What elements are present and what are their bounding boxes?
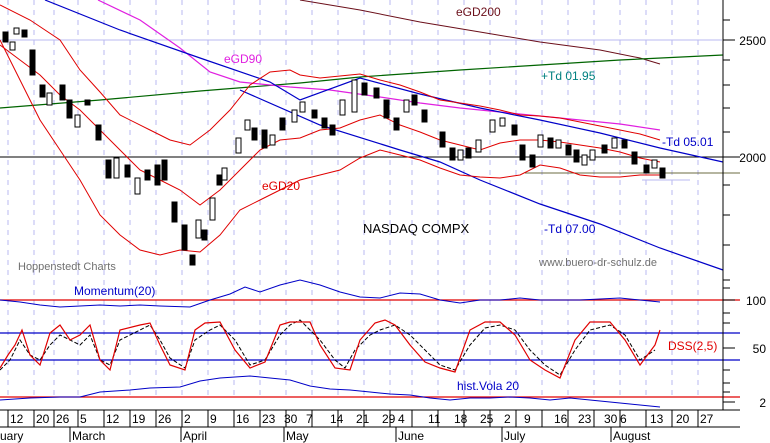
dss-label: DSS(2,5) [668, 339, 718, 353]
date-label: 2 [504, 412, 511, 426]
date-label: 7 [306, 412, 313, 426]
date-label: 26 [56, 412, 70, 426]
date-label: 29 [382, 412, 396, 426]
date-label: 9 [210, 412, 217, 426]
trendline-05-01 [44, 0, 724, 163]
trendline-up-label: +Td 01.95 [541, 69, 596, 83]
date-label: 23 [262, 412, 276, 426]
date-label: 20 [36, 412, 50, 426]
chart-title: NASDAQ COMPX [363, 221, 470, 236]
date-label: 20 [676, 412, 690, 426]
egd20-lower [0, 39, 660, 256]
egd90-label: eGD90 [224, 52, 263, 66]
egd20-upper [0, 4, 661, 146]
month-label: March [72, 429, 106, 443]
month-label: April [183, 429, 208, 443]
month-label: August [613, 429, 651, 443]
trendline-05-label: -Td 05.01 [662, 135, 714, 149]
y-label-2500: 2500 [739, 34, 766, 48]
month-label: July [504, 429, 526, 443]
date-label: 30 [284, 412, 298, 426]
date-label: 21 [356, 412, 370, 426]
date-label: 9 [524, 412, 531, 426]
date-label: 6 [620, 412, 627, 426]
date-label: 19 [132, 412, 146, 426]
momentum-label: Momentum(20) [74, 284, 156, 298]
egd20-label: eGD20 [262, 179, 301, 193]
egd200-label: eGD200 [456, 5, 501, 19]
date-label: 2 [184, 412, 191, 426]
vola-line [0, 375, 661, 408]
date-label: 23 [578, 412, 592, 426]
date-label: 4 [398, 412, 405, 426]
y-label-50: 50 [752, 342, 766, 356]
momentum-line [0, 279, 661, 308]
date-label: 30 [604, 412, 618, 426]
month-label: May [286, 429, 309, 443]
y-label-2000: 2000 [739, 151, 766, 165]
watermark: www.buero-dr-schulz.de [539, 257, 657, 269]
date-label: 11 [428, 412, 441, 426]
trendline-07-label: -Td 07.00 [544, 222, 596, 236]
source-label: Hoppenstedt Charts [18, 261, 116, 273]
date-ticks [7, 410, 699, 442]
date-label: 13 [650, 412, 664, 426]
y-label-100: 100 [745, 294, 766, 308]
month-label: June [398, 429, 425, 443]
date-label: 16 [554, 412, 568, 426]
date-label: 12 [106, 412, 120, 426]
date-label: 14 [330, 412, 344, 426]
date-label: 27 [700, 412, 714, 426]
date-label: 18 [454, 412, 468, 426]
dss-signal-line [0, 319, 656, 376]
dss-line [0, 319, 661, 379]
y-label-2: 2 [759, 396, 766, 410]
egd200-line [299, 0, 661, 65]
month-label: uary [0, 429, 24, 443]
candles [2, 27, 666, 266]
vola-label: hist.Vola 20 [457, 379, 520, 393]
trendline-07-00 [239, 89, 724, 271]
date-label: 25 [480, 412, 494, 426]
date-label: 12 [10, 412, 24, 426]
date-label: 26 [158, 412, 172, 426]
right-axis-ticks [723, 19, 735, 403]
trendline-up [0, 54, 724, 109]
date-label: 16 [236, 412, 250, 426]
date-label: 5 [80, 412, 87, 426]
